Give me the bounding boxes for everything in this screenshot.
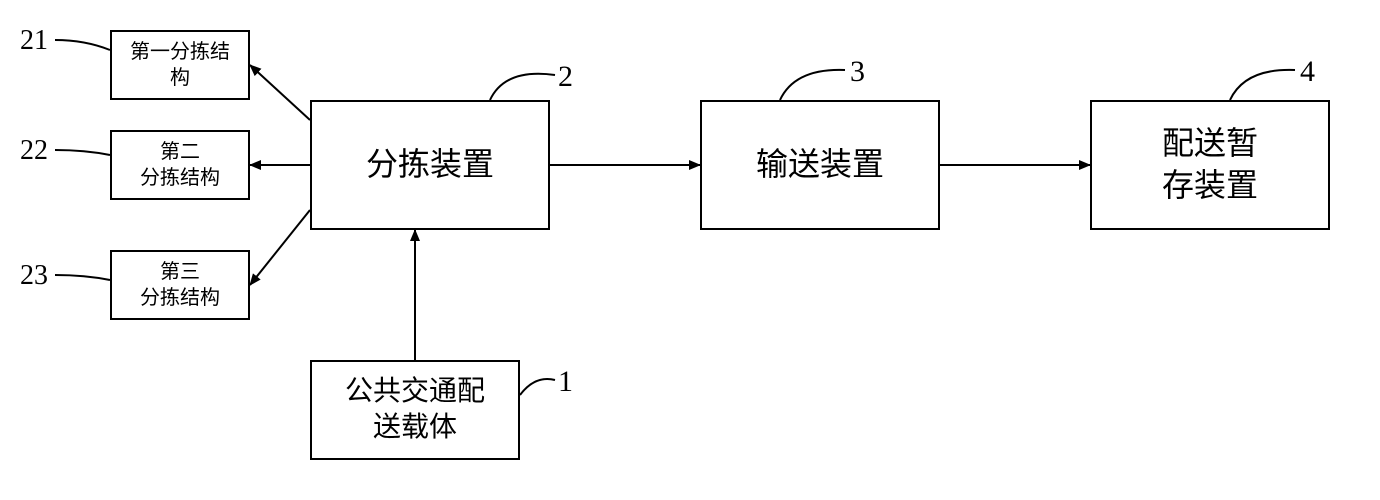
node-label: 第二分拣结构 bbox=[140, 139, 220, 191]
ref-text: 3 bbox=[850, 55, 865, 88]
ref-text: 2 bbox=[558, 60, 573, 93]
leader-line bbox=[55, 150, 110, 155]
node-conveying-device: 输送装置 bbox=[700, 100, 940, 230]
ref-label-23: 23 bbox=[20, 260, 48, 292]
ref-text: 21 bbox=[20, 25, 48, 56]
node-delivery-storage-device: 配送暂存装置 bbox=[1090, 100, 1330, 230]
ref-text: 4 bbox=[1300, 55, 1315, 88]
ref-label-4: 4 bbox=[1300, 55, 1315, 89]
leader-line bbox=[1230, 70, 1295, 100]
ref-label-3: 3 bbox=[850, 55, 865, 89]
node-sorting-device: 分拣装置 bbox=[310, 100, 550, 230]
node-third-sorting-structure: 第三分拣结构 bbox=[110, 250, 250, 320]
leader-line bbox=[55, 275, 110, 280]
arrow bbox=[250, 65, 310, 120]
arrow bbox=[250, 210, 310, 285]
node-label: 分拣装置 bbox=[366, 144, 494, 186]
leader-line bbox=[490, 74, 555, 100]
ref-label-21: 21 bbox=[20, 25, 48, 57]
node-public-transport-carrier: 公共交通配送载体 bbox=[310, 360, 520, 460]
node-first-sorting-structure: 第一分拣结构 bbox=[110, 30, 250, 100]
node-label: 配送暂存装置 bbox=[1162, 123, 1258, 206]
node-label: 第一分拣结构 bbox=[130, 39, 230, 91]
ref-text: 23 bbox=[20, 260, 48, 291]
node-label: 第三分拣结构 bbox=[140, 259, 220, 311]
ref-label-1: 1 bbox=[558, 365, 573, 399]
node-second-sorting-structure: 第二分拣结构 bbox=[110, 130, 250, 200]
ref-text: 22 bbox=[20, 135, 48, 166]
node-label: 公共交通配送载体 bbox=[345, 374, 485, 447]
node-label: 输送装置 bbox=[756, 144, 884, 186]
leader-line bbox=[55, 40, 110, 50]
ref-label-2: 2 bbox=[558, 60, 573, 94]
leader-line bbox=[520, 379, 555, 395]
ref-text: 1 bbox=[558, 365, 573, 398]
leader-line bbox=[780, 70, 845, 100]
ref-label-22: 22 bbox=[20, 135, 48, 167]
